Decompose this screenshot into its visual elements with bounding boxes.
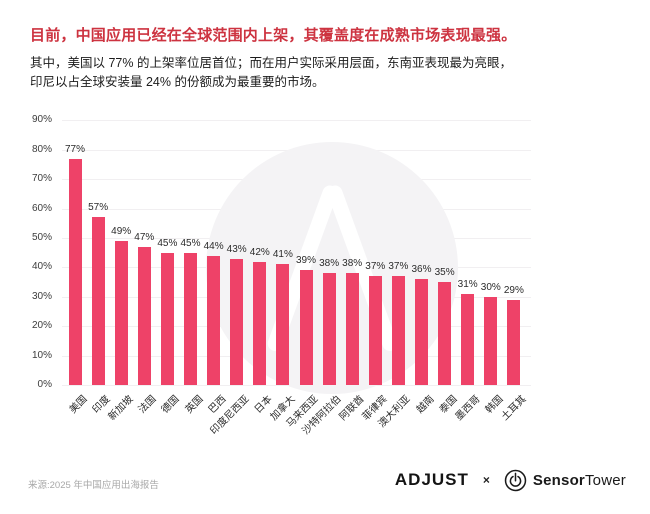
subtitle-line-1: 其中，美国以 77% 的上架率位居首位；而在用户实际采用层面，东南亚表现最为亮眼… [30, 56, 512, 70]
y-axis-tick-label: 90% [31, 114, 52, 126]
bar-value-label: 47% [134, 231, 155, 243]
chart-bar [68, 158, 82, 385]
bar-value-label: 38% [342, 258, 363, 270]
chart-bar [114, 240, 128, 385]
chart-bar [368, 276, 382, 385]
page-subtitle: 其中，美国以 77% 的上架率位居首位；而在用户实际采用层面，东南亚表现最为亮眼… [30, 54, 512, 92]
subtitle-line-2: 印尼以占全球安装量 24% 的份额成为最重要的市场。 [30, 75, 325, 89]
chart-bar [184, 252, 197, 385]
chart-bar [276, 264, 290, 385]
y-axis-tick-label: 60% [31, 202, 52, 214]
y-axis-tick-label: 30% [31, 290, 52, 302]
bar-value-label: 38% [319, 258, 340, 270]
chart-bar [438, 282, 452, 385]
y-axis-tick-label: 50% [31, 232, 52, 243]
chart-bar [91, 217, 105, 385]
bar-value-label: 77% [64, 143, 85, 155]
y-axis-tick-label: 70% [31, 173, 52, 185]
chart-bar [507, 299, 521, 385]
multiply-separator-icon: × [482, 473, 490, 487]
bar-value-label: 44% [203, 240, 224, 252]
gridline [62, 120, 531, 122]
bar-value-label: 36% [411, 264, 432, 276]
x-axis-category-label: 德国 [160, 393, 183, 416]
sensortower-word-sensor: Sensor [532, 471, 585, 489]
chart-bar [253, 261, 267, 385]
sensortower-wordmark: SensorTower [533, 472, 626, 489]
bar-value-label: 57% [88, 202, 109, 214]
bar-value-label: 37% [365, 261, 386, 273]
x-axis-category-label: 越南 [414, 393, 437, 416]
y-axis-tick-label: 40% [31, 261, 52, 273]
bar-value-label: 42% [249, 246, 270, 258]
chart-bar [484, 296, 498, 385]
chart-bar [461, 293, 475, 385]
y-axis-tick-label: 0% [37, 379, 52, 390]
bar-value-label: 31% [457, 278, 478, 290]
chart-bar [391, 276, 405, 385]
y-axis-tick-label: 10% [31, 349, 52, 361]
y-axis-tick-label: 20% [31, 320, 52, 332]
sensortower-tower-icon [504, 469, 527, 491]
bar-value-label: 35% [434, 267, 455, 279]
bar-value-label: 45% [180, 237, 201, 249]
bar-value-label: 29% [503, 284, 524, 296]
chart-bar [345, 273, 359, 385]
x-axis-category-label: 墨西哥 [453, 393, 483, 423]
x-axis-category-label: 法国 [136, 393, 159, 416]
footer-logos: ADJUST × SensorTower [395, 467, 626, 493]
chart-bar [207, 255, 221, 385]
x-axis-category-label: 土耳其 [499, 393, 529, 423]
bar-value-label: 49% [111, 225, 132, 237]
bar-value-label: 43% [226, 243, 247, 255]
chart-bar [322, 273, 336, 385]
sensortower-logo: SensorTower [504, 469, 626, 492]
chart-bar [299, 270, 313, 385]
y-axis-tick-label: 80% [31, 143, 52, 155]
source-note: 来源:2025 年中国应用出海报告 [28, 480, 159, 491]
chart-bar [415, 279, 428, 385]
bar-value-label: 39% [295, 255, 316, 267]
x-axis-category-label: 新加坡 [106, 393, 136, 423]
x-axis-category-label: 英国 [183, 393, 206, 416]
chart-bar [230, 258, 244, 385]
chart-bar [137, 246, 151, 385]
adjust-logo: ADJUST [394, 470, 469, 489]
bar-value-label: 30% [480, 281, 501, 293]
x-axis-category-label: 美国 [67, 393, 90, 416]
bar-value-label: 37% [388, 261, 409, 273]
bar-value-label: 41% [272, 249, 293, 261]
page-title: 目前，中国应用已经在全球范围内上架，其覆盖度在成熟市场表现最强。 [30, 27, 517, 44]
chart-bar [160, 252, 174, 385]
bar-value-label: 45% [157, 237, 178, 249]
sensortower-word-tower: Tower [584, 471, 626, 489]
